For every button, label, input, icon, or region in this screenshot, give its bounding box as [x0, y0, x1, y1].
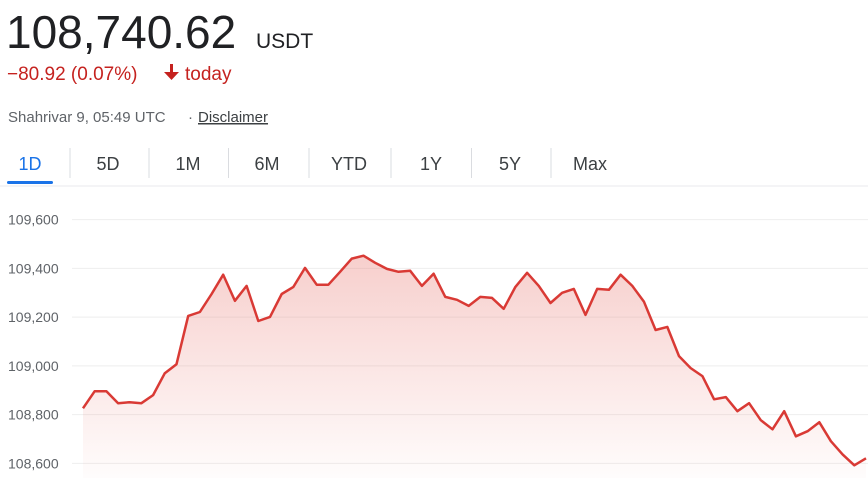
y-tick-label: 108,600: [8, 455, 59, 471]
plot: 108,600 108,800 109,000 109,200 109,400 109,6…: [8, 212, 868, 478]
down-arrow: [164, 64, 179, 80]
tab[interactable]: 1D: [18, 154, 41, 174]
y-tick-label: 109,000: [8, 358, 59, 374]
tab-indicator: [7, 181, 53, 184]
currency: USDT: [256, 30, 313, 53]
tab-bar: 1D 5D 1M 6M YTD 1Y 5Y Max: [7, 148, 607, 184]
tab[interactable]: YTD: [331, 154, 367, 174]
timestamp: Shahrivar 9, 05:49 UTC: [8, 109, 166, 126]
separator: ·: [188, 109, 193, 126]
disclaimer-link[interactable]: Disclaimer: [198, 109, 268, 126]
tab[interactable]: 1M: [175, 154, 200, 174]
change-period: today: [185, 64, 232, 85]
y-tick-label: 109,600: [8, 212, 59, 228]
change: −80.92 (0.07%): [7, 64, 137, 85]
price-line: [81, 254, 867, 467]
y-tick-label: 109,200: [8, 309, 59, 325]
tab[interactable]: 5Y: [499, 154, 521, 174]
y-tick-label: 109,400: [8, 260, 59, 276]
tab[interactable]: 6M: [254, 154, 279, 174]
price: 108,740.62: [6, 6, 236, 58]
y-tick-label: 108,800: [8, 407, 59, 423]
tab[interactable]: 1Y: [420, 154, 442, 174]
tab[interactable]: Max: [573, 154, 607, 174]
area: [83, 255, 866, 478]
tab[interactable]: 5D: [96, 154, 119, 174]
